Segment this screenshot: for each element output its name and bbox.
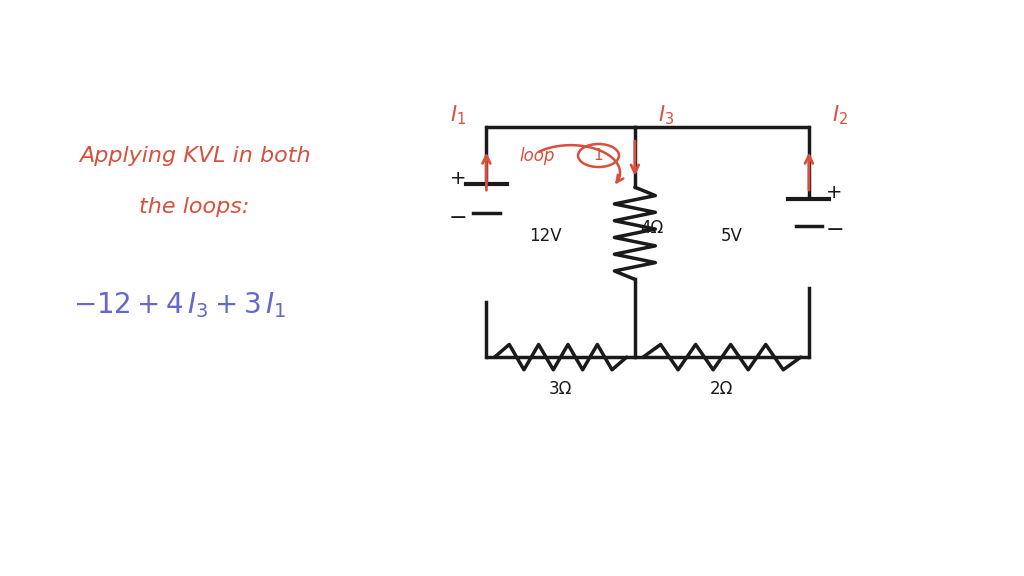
Text: 2Ω: 2Ω bbox=[711, 380, 733, 398]
Text: −: − bbox=[449, 208, 467, 228]
Text: Applying KVL in both: Applying KVL in both bbox=[79, 146, 310, 165]
Text: the loops:: the loops: bbox=[139, 198, 250, 217]
Text: $I_1$: $I_1$ bbox=[450, 104, 466, 127]
Text: loop: loop bbox=[519, 146, 555, 165]
Text: 3Ω: 3Ω bbox=[549, 380, 572, 398]
Text: 4Ω: 4Ω bbox=[640, 218, 664, 237]
Text: $I_3$: $I_3$ bbox=[657, 104, 674, 127]
Text: +: + bbox=[450, 169, 466, 188]
Text: $-12+4\,I_3+3\,I_1$: $-12+4\,I_3+3\,I_1$ bbox=[73, 290, 286, 320]
Text: $I_2$: $I_2$ bbox=[831, 104, 848, 127]
Text: −: − bbox=[825, 221, 844, 240]
Text: 12V: 12V bbox=[529, 227, 562, 245]
Text: 1: 1 bbox=[594, 148, 603, 163]
Text: +: + bbox=[826, 184, 843, 202]
Text: 5V: 5V bbox=[721, 227, 743, 245]
